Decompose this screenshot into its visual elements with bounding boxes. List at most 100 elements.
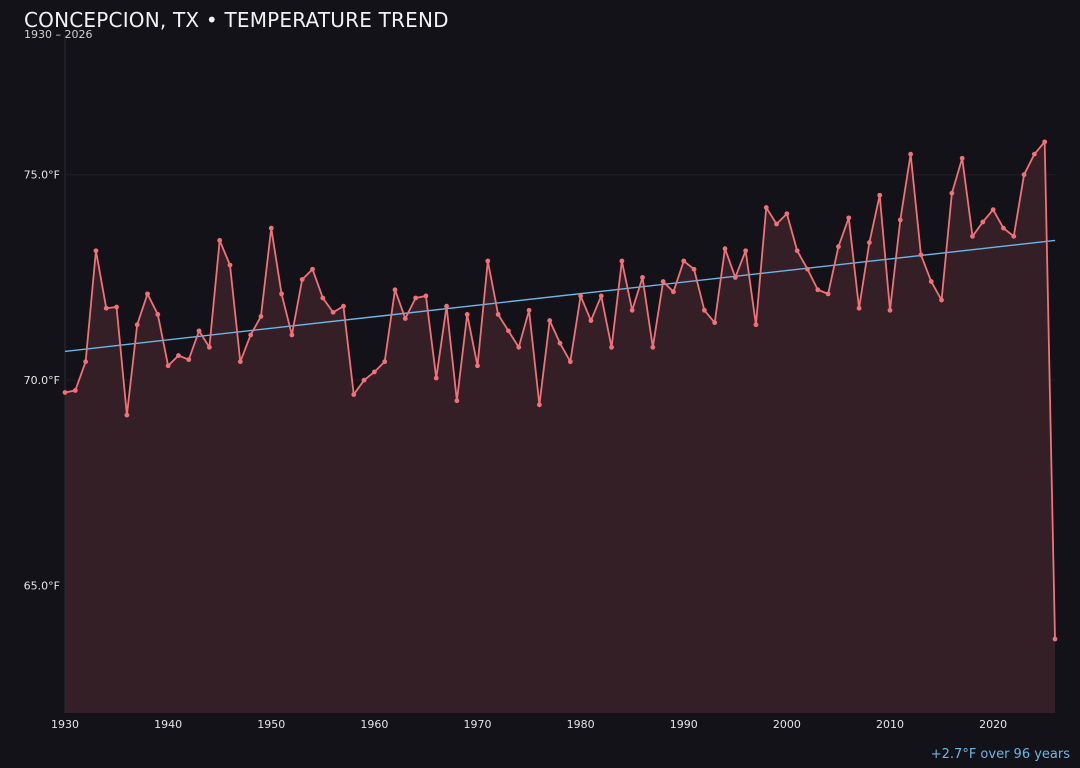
data-point-1959	[361, 377, 367, 383]
data-point-1971	[485, 258, 491, 264]
data-point-2020	[990, 207, 996, 213]
data-point-1945	[217, 238, 223, 243]
data-point-1981	[588, 318, 594, 323]
data-point-1934	[103, 305, 109, 311]
data-point-1956	[330, 309, 336, 315]
data-point-1985	[629, 307, 635, 313]
data-point-2016	[949, 190, 955, 196]
data-point-2013	[918, 252, 924, 258]
chart-subtitle: 1930 – 2026	[24, 28, 93, 41]
x-tick-label: 2010	[876, 718, 904, 731]
data-point-2023	[1021, 172, 1027, 178]
data-point-2024	[1031, 151, 1037, 157]
data-point-1947	[237, 359, 243, 365]
data-point-1970	[475, 363, 480, 369]
x-tick-label: 1950	[257, 718, 285, 731]
data-point-2011	[897, 217, 903, 223]
data-point-1973	[506, 328, 511, 334]
data-point-1941	[176, 353, 181, 358]
data-point-2018	[970, 233, 975, 239]
data-point-1943	[196, 328, 202, 334]
data-point-1957	[341, 303, 346, 309]
data-point-1983	[609, 344, 614, 350]
data-point-1942	[186, 357, 192, 363]
x-tick-label: 1990	[670, 718, 698, 731]
data-point-1986	[640, 275, 645, 280]
data-point-1967	[444, 303, 449, 309]
data-point-1949	[258, 314, 264, 319]
x-tick-label: 1930	[51, 718, 79, 731]
data-point-1974	[516, 344, 522, 350]
y-tick-label: 75.0°F	[24, 169, 60, 182]
data-point-1989	[671, 289, 676, 295]
data-point-1962	[392, 287, 398, 293]
data-point-1997	[753, 322, 759, 328]
x-tick-label: 1970	[464, 718, 492, 731]
data-point-1993	[712, 320, 718, 326]
data-point-1930	[62, 390, 68, 395]
data-point-1987	[650, 344, 656, 350]
data-point-2009	[877, 192, 883, 198]
trend-annotation: +2.7°F over 96 years	[930, 747, 1070, 762]
data-point-1950	[268, 225, 274, 231]
y-tick-label: 70.0°F	[24, 374, 60, 387]
x-tick-label: 1940	[154, 718, 182, 731]
data-point-2007	[856, 305, 862, 311]
data-point-1992	[701, 307, 707, 313]
data-point-2000	[784, 211, 790, 217]
data-point-1982	[598, 293, 604, 299]
data-point-1937	[134, 322, 140, 328]
data-point-1972	[495, 312, 501, 317]
data-point-1954	[310, 266, 315, 272]
data-point-1979	[567, 359, 573, 365]
data-point-1966	[433, 375, 439, 381]
data-point-1999	[774, 221, 779, 227]
data-point-1990	[681, 258, 687, 264]
trend-line	[64, 239, 1056, 353]
temperature-area-fill	[65, 141, 1055, 714]
data-point-1968	[454, 398, 460, 404]
y-tick-label: 65.0°F	[24, 580, 60, 593]
y-tick-labels: 65.0°F 70.0°F 75.0°F	[24, 169, 60, 593]
data-point-1939	[155, 312, 161, 317]
data-point-1936	[124, 412, 130, 418]
data-point-2025	[1042, 139, 1048, 145]
data-point-2017	[959, 155, 965, 161]
data-point-2002	[805, 266, 810, 272]
data-point-2022	[1011, 233, 1017, 239]
data-point-2026	[1052, 636, 1058, 642]
data-point-2010	[887, 307, 893, 313]
data-point-1932	[83, 359, 89, 365]
data-point-1946	[227, 262, 233, 268]
data-point-2001	[794, 248, 800, 254]
data-point-1951	[279, 291, 284, 297]
data-point-1984	[619, 258, 625, 264]
data-point-1933	[93, 248, 99, 254]
chart-title: CONCEPCION, TX • TEMPERATURE TREND	[24, 8, 449, 32]
data-point-1977	[547, 318, 553, 323]
data-point-2012	[908, 151, 914, 157]
data-point-1996	[743, 248, 749, 254]
data-point-1980	[578, 293, 584, 299]
data-point-1994	[722, 246, 728, 252]
data-point-2005	[836, 244, 841, 250]
data-point-1964	[413, 295, 419, 301]
data-point-1940	[165, 363, 171, 369]
data-point-1935	[114, 304, 119, 310]
temperature-points	[62, 139, 1058, 642]
data-point-1948	[248, 332, 254, 338]
data-point-1960	[371, 369, 377, 375]
data-point-1952	[289, 332, 295, 338]
data-point-1961	[382, 359, 388, 365]
data-point-1965	[423, 293, 429, 299]
data-point-2014	[928, 279, 934, 284]
x-tick-label: 2000	[773, 718, 801, 731]
x-tick-label: 2020	[979, 718, 1007, 731]
data-point-1969	[464, 312, 470, 317]
data-point-1991	[691, 266, 697, 272]
data-point-1955	[320, 295, 326, 301]
data-point-1944	[206, 344, 212, 350]
data-point-1953	[299, 277, 305, 282]
data-point-1931	[72, 388, 78, 393]
